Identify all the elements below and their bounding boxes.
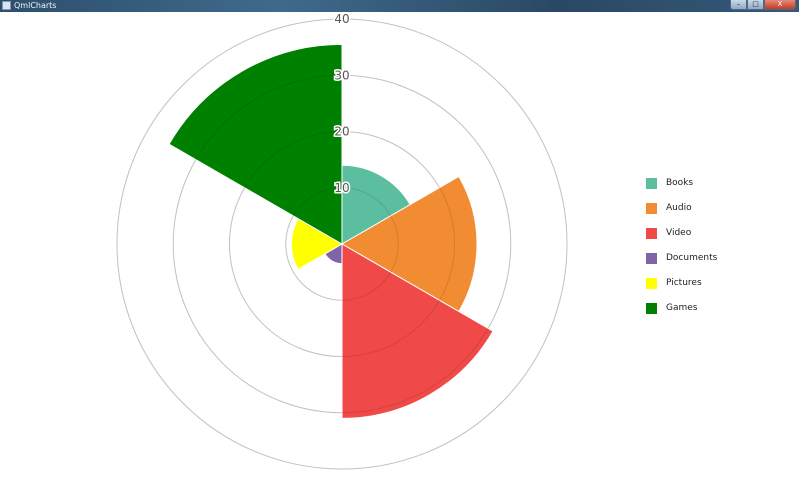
legend-label: Pictures xyxy=(666,278,702,288)
title-bar[interactable]: QmlCharts – □ X xyxy=(0,0,799,12)
window-controls: – □ X xyxy=(730,0,796,11)
legend-swatch xyxy=(646,203,657,214)
sector-audio xyxy=(341,175,478,313)
sector-games xyxy=(168,43,343,245)
legend-label: Video xyxy=(666,228,692,238)
legend-swatch xyxy=(646,278,657,289)
sector-pictures xyxy=(290,218,344,270)
polar-chart: 10 20 30 40 xyxy=(116,12,568,470)
legend-label: Audio xyxy=(666,203,692,213)
legend-item-video[interactable]: Video xyxy=(646,227,776,252)
radial-tick-label-40: 40 xyxy=(334,12,349,26)
legend-swatch xyxy=(646,303,657,314)
grid-overlay-20 xyxy=(229,131,455,357)
maximize-button[interactable]: □ xyxy=(747,0,764,10)
legend-label: Books xyxy=(666,178,694,188)
sector-video xyxy=(341,243,494,419)
legend-label: Documents xyxy=(666,253,718,263)
grid-overlay-10 xyxy=(285,187,399,301)
radial-tick-label-30: 30 xyxy=(334,68,349,82)
close-button[interactable]: X xyxy=(764,0,796,10)
window-title: QmlCharts xyxy=(14,1,57,10)
chart-legend: Books Audio Video Documents Pictures Games xyxy=(646,177,776,327)
radial-tick-label-10: 10 xyxy=(334,181,349,195)
radial-tick-label-20: 20 xyxy=(334,125,349,139)
legend-swatch xyxy=(646,178,657,189)
legend-label: Games xyxy=(666,303,698,313)
app-icon xyxy=(2,1,11,10)
legend-item-books[interactable]: Books xyxy=(646,177,776,202)
legend-swatch xyxy=(646,228,657,239)
legend-item-games[interactable]: Games xyxy=(646,302,776,327)
minimize-button[interactable]: – xyxy=(730,0,747,10)
legend-item-documents[interactable]: Documents xyxy=(646,252,776,277)
chart-area: 10 20 30 40 Books Audio Video Documents Picture… xyxy=(0,12,799,477)
sector-books xyxy=(341,164,411,245)
grid-circle-40 xyxy=(116,18,568,470)
legend-swatch xyxy=(646,253,657,264)
grid-overlay-40 xyxy=(116,18,568,470)
grid-overlay-30 xyxy=(172,74,512,414)
legend-item-audio[interactable]: Audio xyxy=(646,202,776,227)
legend-item-pictures[interactable]: Pictures xyxy=(646,277,776,302)
